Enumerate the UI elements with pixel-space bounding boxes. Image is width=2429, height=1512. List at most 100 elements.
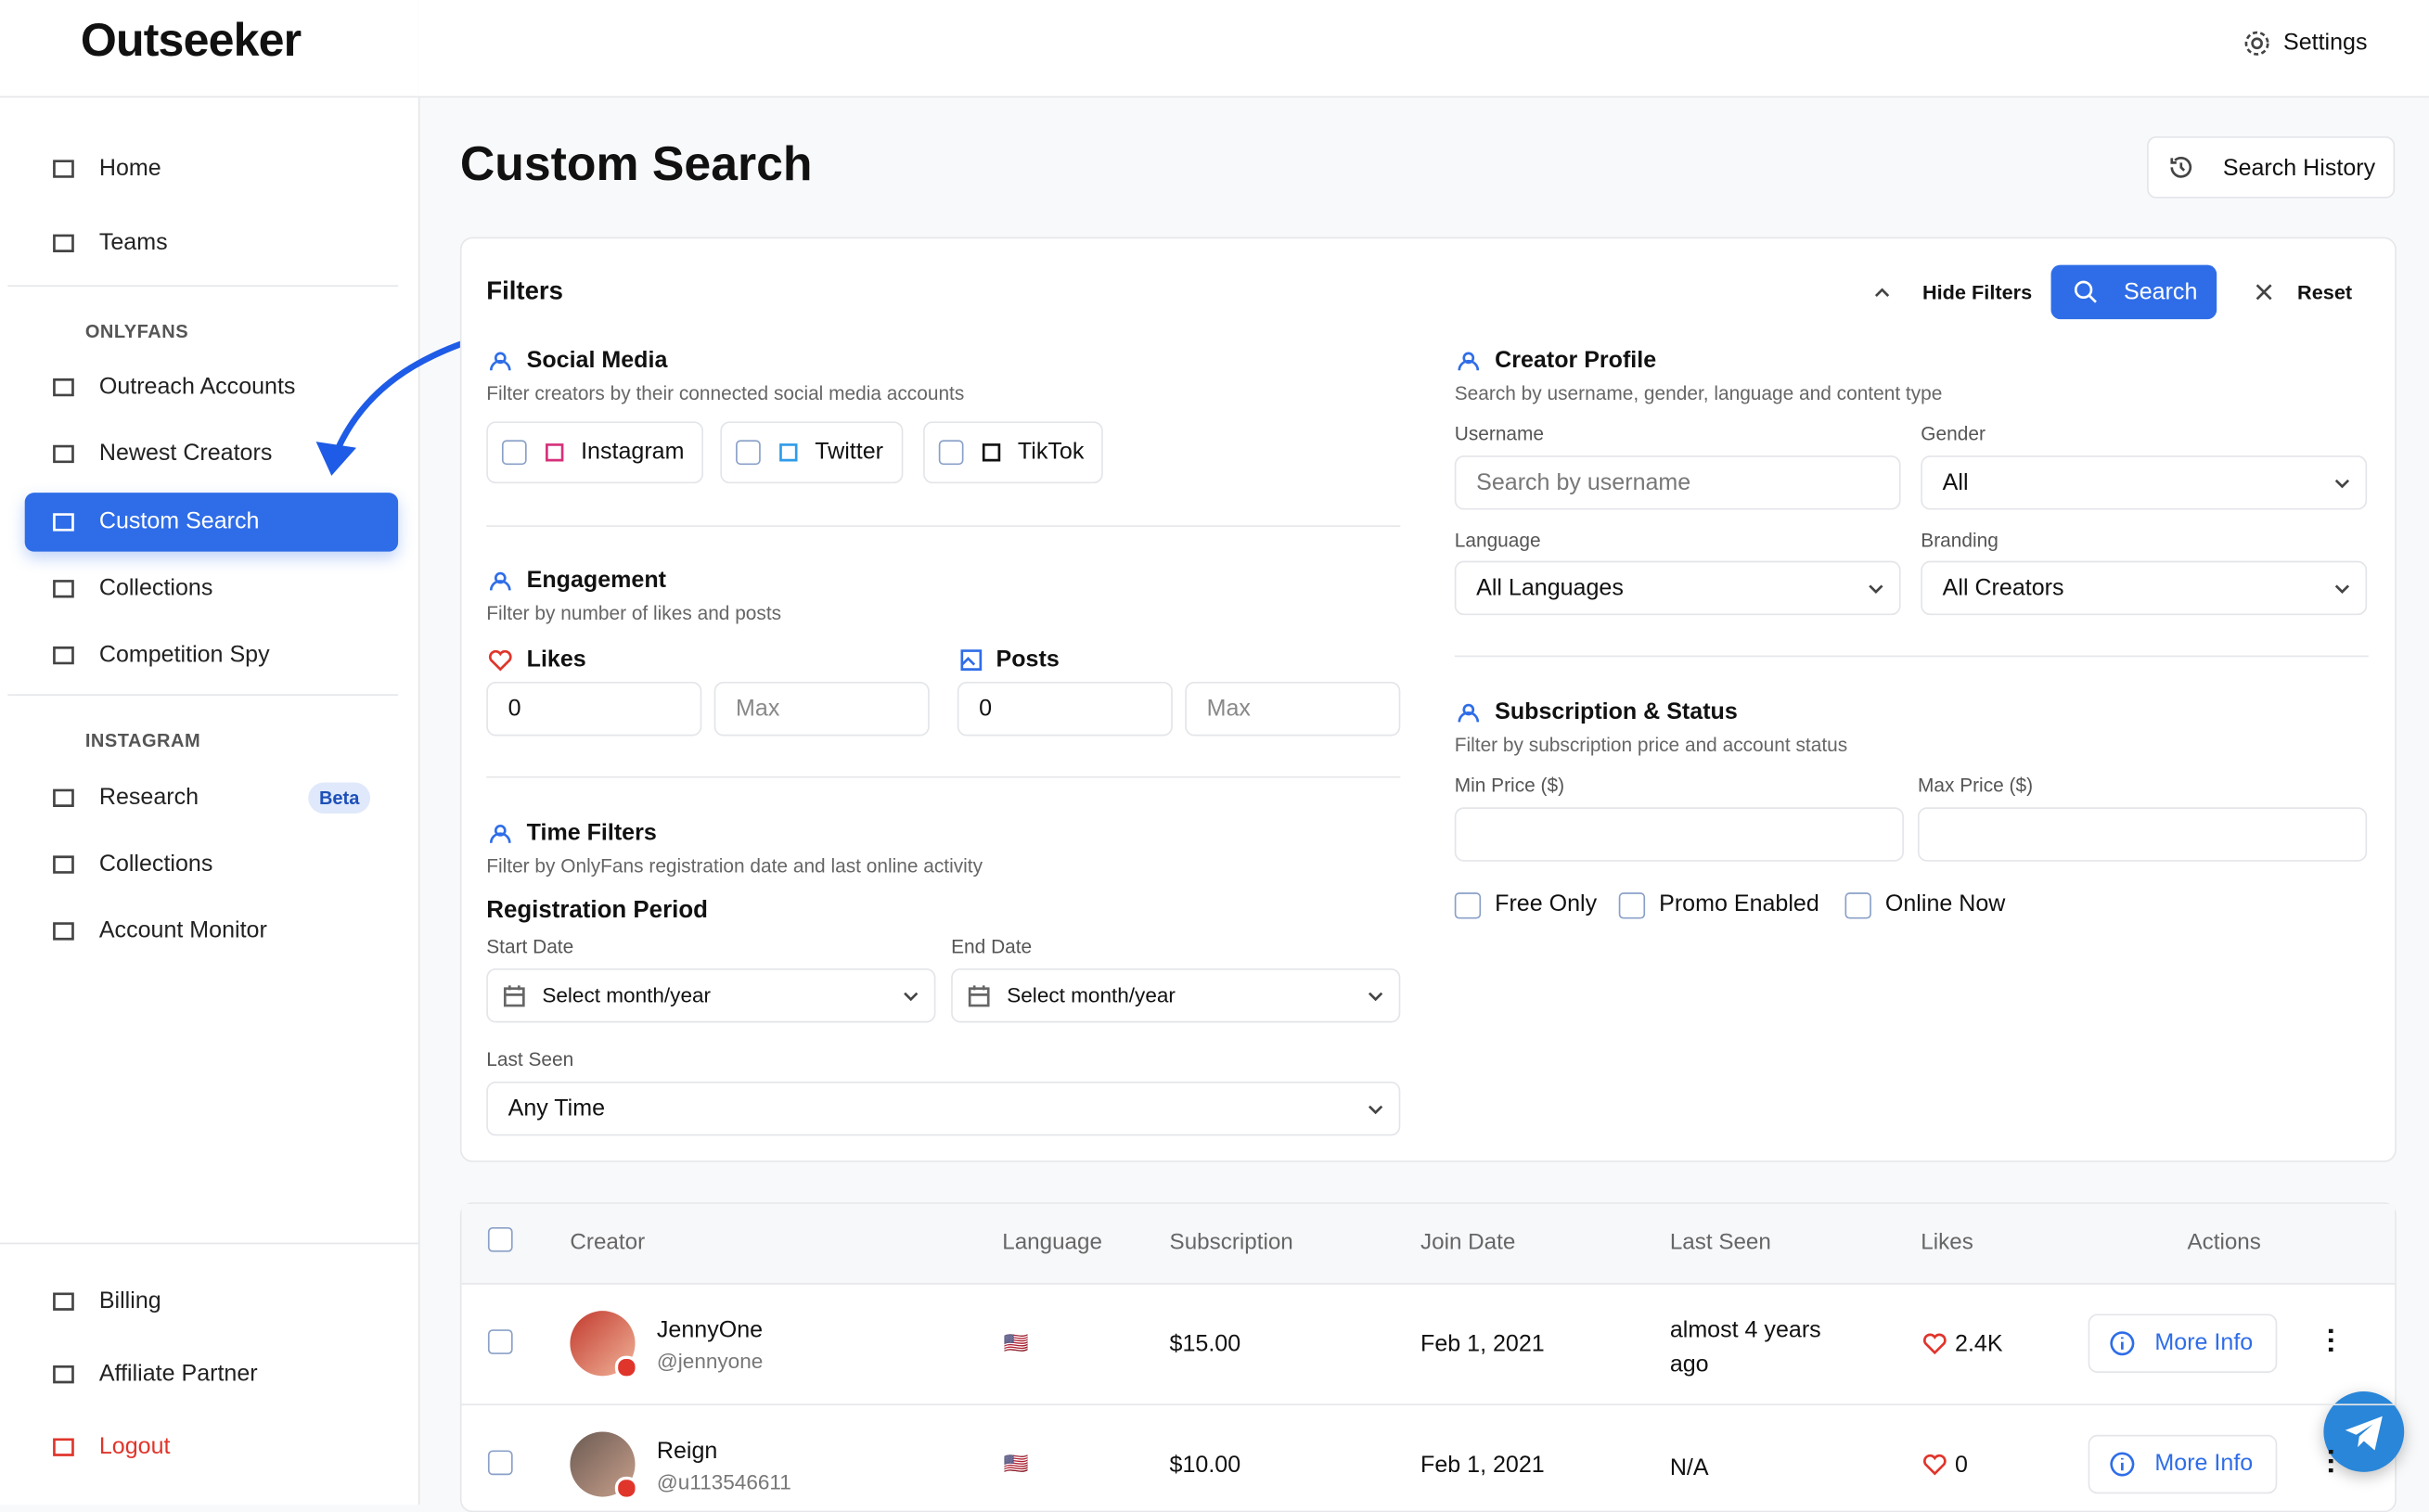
likes: 2.4K: [1955, 1330, 2003, 1358]
icon: [1922, 1454, 1947, 1476]
nav-item[interactable]: Outreach Accounts: [98, 373, 296, 400]
icon: [53, 1365, 74, 1384]
number-input[interactable]: 0: [486, 681, 702, 737]
social-label: Instagram: [581, 438, 685, 466]
icon: [53, 1292, 74, 1311]
section-desc: Filter by number of likes and posts: [486, 602, 782, 625]
icon: [968, 985, 990, 1007]
number-input[interactable]: Max: [713, 681, 930, 737]
number-input[interactable]: Max: [1185, 681, 1401, 737]
section-title: ONLYFANS: [84, 320, 189, 343]
search-label: Search: [2124, 278, 2198, 306]
icon: [53, 788, 74, 807]
min-price-input[interactable]: [1454, 807, 1904, 862]
row-checkbox[interactable]: [487, 1329, 513, 1354]
online-dot: [614, 1355, 638, 1379]
section-title: Time Filters: [526, 819, 657, 847]
reset-button[interactable]: Reset: [2297, 280, 2353, 304]
end-label: End Date: [951, 935, 1033, 958]
nav-item[interactable]: Collections: [98, 851, 213, 878]
select-value: All Creators: [1942, 574, 2064, 602]
row-checkbox[interactable]: [487, 1450, 513, 1476]
username-input[interactable]: Search by username: [1454, 455, 1901, 510]
nav-item[interactable]: Billing: [98, 1288, 161, 1314]
more-info-button[interactable]: [2088, 1313, 2278, 1373]
settings-icon: [2244, 31, 2269, 56]
more-info-label: More Info: [2154, 1329, 2254, 1356]
social-option[interactable]: [720, 421, 904, 484]
nav-item[interactable]: Collections: [98, 574, 213, 602]
online-dot: [614, 1476, 638, 1500]
social-label: Twitter: [815, 438, 883, 466]
select-value: Select month/year: [542, 983, 712, 1007]
select[interactable]: Any Time: [486, 1081, 1401, 1136]
icon: [1458, 703, 1480, 723]
checkbox[interactable]: [1618, 892, 1646, 919]
more-info-button[interactable]: [2088, 1434, 2278, 1494]
beta-badge: Beta: [308, 782, 371, 814]
icon: [53, 160, 74, 178]
checkbox-label: Promo Enabled: [1659, 891, 1819, 917]
select[interactable]: Select month/year: [486, 968, 936, 1023]
input-value: 0: [508, 696, 521, 723]
search-history-button[interactable]: Search History: [2147, 135, 2396, 199]
more-info-label: More Info: [2154, 1450, 2254, 1477]
icon: [982, 443, 1001, 462]
icon: [53, 513, 74, 532]
nav-item[interactable]: Account Monitor: [98, 916, 267, 944]
icon: [489, 571, 511, 591]
checkbox[interactable]: [736, 440, 761, 466]
nav-item[interactable]: Home: [98, 155, 161, 182]
icon: [1368, 1105, 1383, 1115]
select-value: Any Time: [508, 1095, 606, 1122]
nav-item[interactable]: Logout: [98, 1433, 171, 1460]
nav-item[interactable]: Affiliate Partner: [98, 1360, 258, 1388]
select[interactable]: Select month/year: [951, 968, 1401, 1023]
nav-item[interactable]: Competition Spy: [98, 641, 270, 668]
nav-item[interactable]: Teams: [98, 229, 168, 256]
topbar: [418, 0, 2429, 96]
section-title: INSTAGRAM: [84, 729, 201, 752]
nav-item[interactable]: Newest Creators: [98, 440, 273, 467]
row-menu[interactable]: ⋯: [2316, 1447, 2347, 1476]
page-title: Custom Search: [459, 135, 813, 191]
select-all[interactable]: [487, 1226, 513, 1252]
history-icon: [2170, 157, 2192, 178]
last-seen: almost 4 years ago: [1669, 1316, 1821, 1377]
column-header: Actions: [2187, 1230, 2261, 1256]
column-header: Last Seen: [1669, 1230, 1771, 1256]
icon: [904, 992, 919, 1002]
nav-item[interactable]: Research: [98, 784, 199, 811]
number-input[interactable]: 0: [957, 681, 1173, 737]
nav-item[interactable]: Custom Search: [98, 507, 260, 535]
checkbox[interactable]: [1844, 892, 1871, 919]
icon: [53, 444, 74, 464]
settings-link[interactable]: Settings: [2282, 29, 2368, 57]
search-button[interactable]: [2050, 264, 2217, 320]
select[interactable]: All Creators: [1921, 560, 2368, 616]
period-title: Registration Period: [486, 897, 708, 924]
icon: [503, 985, 525, 1007]
checkbox[interactable]: [501, 440, 527, 466]
input-value: Max: [1206, 696, 1251, 723]
last-seen-label: Last Seen: [486, 1048, 574, 1071]
select[interactable]: All Languages: [1454, 560, 1901, 616]
join-date: Feb 1, 2021: [1420, 1330, 1545, 1358]
icon: [488, 649, 512, 672]
hide-filters[interactable]: Hide Filters: [1921, 280, 2033, 304]
max-price-input[interactable]: [1917, 807, 2368, 862]
posts-label: Posts: [996, 646, 1060, 673]
checkbox[interactable]: [938, 440, 964, 466]
column-header: Join Date: [1420, 1230, 1516, 1256]
row-menu[interactable]: ⋯: [2316, 1326, 2347, 1354]
language-flag: 🇺🇸: [1003, 1330, 1029, 1354]
checkbox-label: Free Only: [1495, 891, 1598, 917]
select-value: All: [1942, 469, 1969, 496]
checkbox[interactable]: [1454, 892, 1482, 919]
input-value: Max: [736, 696, 780, 723]
select[interactable]: All: [1921, 455, 2368, 510]
search-icon: [2074, 280, 2097, 303]
icon: [53, 646, 74, 665]
